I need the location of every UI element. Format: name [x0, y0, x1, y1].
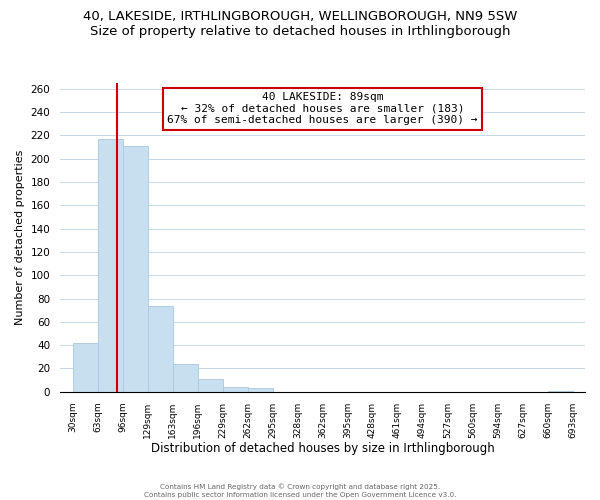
Y-axis label: Number of detached properties: Number of detached properties — [15, 150, 25, 325]
Bar — [248, 388, 272, 392]
Text: 40 LAKESIDE: 89sqm
← 32% of detached houses are smaller (183)
67% of semi-detach: 40 LAKESIDE: 89sqm ← 32% of detached hou… — [167, 92, 478, 126]
Bar — [173, 364, 197, 392]
Bar — [197, 379, 223, 392]
Text: Contains HM Land Registry data © Crown copyright and database right 2025.
Contai: Contains HM Land Registry data © Crown c… — [144, 484, 456, 498]
Bar — [548, 390, 572, 392]
Bar — [223, 387, 248, 392]
X-axis label: Distribution of detached houses by size in Irthlingborough: Distribution of detached houses by size … — [151, 442, 494, 455]
Bar — [98, 139, 122, 392]
Text: 40, LAKESIDE, IRTHLINGBOROUGH, WELLINGBOROUGH, NN9 5SW
Size of property relative: 40, LAKESIDE, IRTHLINGBOROUGH, WELLINGBO… — [83, 10, 517, 38]
Bar — [122, 146, 148, 392]
Bar — [148, 306, 173, 392]
Bar — [73, 343, 98, 392]
